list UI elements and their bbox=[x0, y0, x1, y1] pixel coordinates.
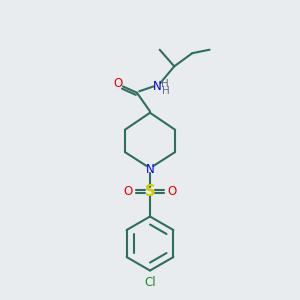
Text: N: N bbox=[153, 80, 161, 93]
Text: Cl: Cl bbox=[144, 276, 156, 289]
Text: O: O bbox=[123, 185, 133, 198]
Text: O: O bbox=[113, 77, 122, 90]
Text: H: H bbox=[162, 86, 170, 96]
Text: O: O bbox=[167, 185, 177, 198]
Text: H: H bbox=[161, 79, 169, 89]
Text: S: S bbox=[145, 184, 155, 199]
Text: N: N bbox=[146, 163, 154, 176]
